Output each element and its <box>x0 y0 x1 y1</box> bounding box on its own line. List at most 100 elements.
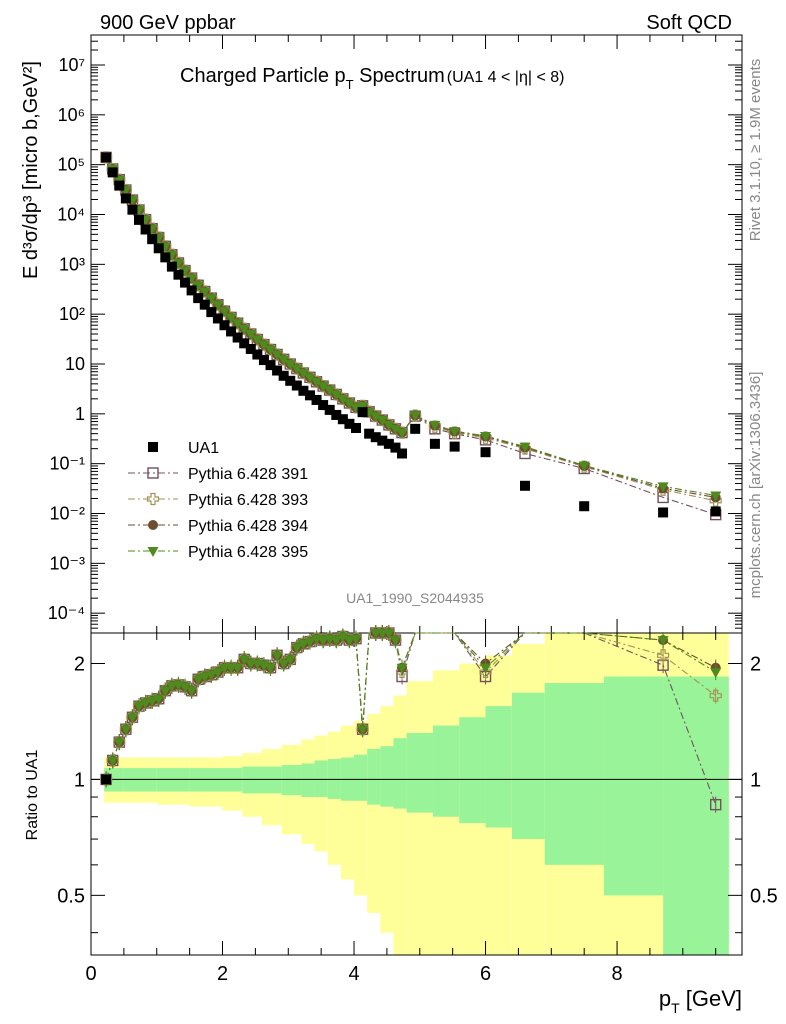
ratio-point <box>278 659 290 670</box>
analysis-id: UA1_1990_S2044935 <box>346 590 484 606</box>
inner-band-segment <box>380 746 394 807</box>
inner-band-segment <box>301 763 315 798</box>
data-point <box>239 338 250 349</box>
data-point <box>304 390 315 401</box>
mc-point <box>449 427 461 438</box>
legend-marker <box>148 442 158 452</box>
ratio-point <box>133 702 145 713</box>
mc-point <box>278 355 290 366</box>
data-point <box>153 243 164 254</box>
mc-point <box>396 428 408 439</box>
data-point <box>199 299 210 310</box>
ratio-point <box>656 649 670 662</box>
inner-band-segment <box>603 676 664 896</box>
data-point <box>344 418 355 429</box>
data-point <box>311 394 322 405</box>
legend-label: Pythia 6.428 393 <box>188 492 308 509</box>
mc-point <box>657 482 669 493</box>
legend-marker <box>148 520 158 530</box>
ratio-point <box>357 725 369 736</box>
mc-point <box>205 294 217 305</box>
mc-point <box>337 394 349 405</box>
ratio-point <box>710 668 722 679</box>
mc-point <box>212 300 224 311</box>
mc-point <box>710 491 722 502</box>
x-tick-label: 0 <box>85 963 96 985</box>
chart-title: Charged Particle pT Spectrum (UA1 4 < |η|… <box>180 65 564 92</box>
ratio-point <box>304 637 316 648</box>
data-point <box>410 423 421 434</box>
ratio-point <box>140 698 152 709</box>
data-point <box>285 375 296 386</box>
data-point <box>520 480 530 491</box>
data-point <box>147 234 158 245</box>
data-point <box>364 428 375 439</box>
mc-point <box>480 431 492 442</box>
inner-band-segment <box>367 748 381 805</box>
data-point <box>206 307 217 318</box>
ratio-point <box>212 668 224 679</box>
data-point <box>212 313 223 324</box>
mc-point <box>429 420 441 431</box>
data-point <box>397 448 408 459</box>
y-tick-label: 10⁻¹ <box>49 454 85 474</box>
data-point <box>120 193 131 204</box>
ratio-point <box>709 798 722 811</box>
data-point <box>265 360 276 371</box>
ratio-point <box>166 681 178 692</box>
mc-point <box>232 319 244 330</box>
inner-band-segment <box>281 765 302 796</box>
mc-point <box>291 364 303 375</box>
y-tick-label: 10⁶ <box>58 105 85 125</box>
legend-label: UA1 <box>188 440 219 457</box>
ratio-point <box>238 655 250 666</box>
data-point <box>245 344 256 355</box>
ratio-point <box>383 629 395 639</box>
ratio-point <box>205 670 217 681</box>
ratio-point <box>330 636 342 647</box>
mc-point <box>186 274 198 285</box>
inner-band-segment <box>393 738 407 809</box>
outer-band-segment <box>406 681 433 955</box>
main-y-axis: 10⁻⁴ 10⁻³ 10⁻² 10⁻¹ 1 10 10² 10³ 10⁴ 10⁵ 10⁶ 10⁷ <box>48 34 742 634</box>
data-point <box>710 506 721 517</box>
ratio-data-point <box>101 774 112 785</box>
data-point <box>449 441 460 452</box>
x-axis-label: pT [GeV] <box>659 986 742 1016</box>
mc-point <box>383 420 395 431</box>
outer-band-segment <box>367 713 381 913</box>
mc-point <box>218 307 230 318</box>
ratio-y-axis: 0.5 0.5 1 1 2 2 <box>57 653 778 934</box>
mc-point <box>357 401 369 412</box>
data-point <box>390 442 401 453</box>
x-tick-label: 6 <box>480 963 491 985</box>
inner-band-segment <box>261 766 282 794</box>
ratio-point <box>389 636 401 647</box>
ratio-tick-label-left: 0.5 <box>57 885 85 907</box>
inner-band-segment <box>354 754 368 801</box>
y-tick-label: 10⁵ <box>58 155 85 175</box>
data-point <box>429 438 440 449</box>
mc-point <box>238 324 250 335</box>
mc-point <box>324 386 336 397</box>
ratio-point <box>271 651 283 662</box>
ratio-point <box>337 632 349 643</box>
data-point <box>160 252 171 263</box>
outer-band-segment <box>354 720 368 896</box>
uncertainty-bands <box>104 633 729 955</box>
mc-point <box>519 442 531 453</box>
y-tick-label: 10⁻⁴ <box>48 603 85 623</box>
ratio-point <box>350 634 362 645</box>
ratio-point <box>284 655 296 666</box>
mc-point <box>245 330 257 340</box>
data-point <box>186 285 197 296</box>
ratio-point <box>120 725 132 736</box>
ratio-point <box>291 643 303 654</box>
data-point <box>127 204 138 215</box>
data-point <box>134 214 145 225</box>
mc-point <box>376 416 388 427</box>
data-point <box>107 167 118 178</box>
y-tick-label: 10⁴ <box>57 205 85 225</box>
ratio-tick-label-left: 2 <box>74 653 85 675</box>
